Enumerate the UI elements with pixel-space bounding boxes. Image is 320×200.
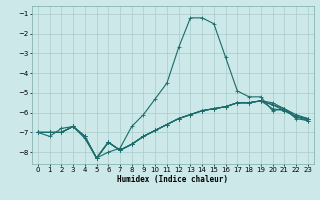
X-axis label: Humidex (Indice chaleur): Humidex (Indice chaleur)	[117, 175, 228, 184]
